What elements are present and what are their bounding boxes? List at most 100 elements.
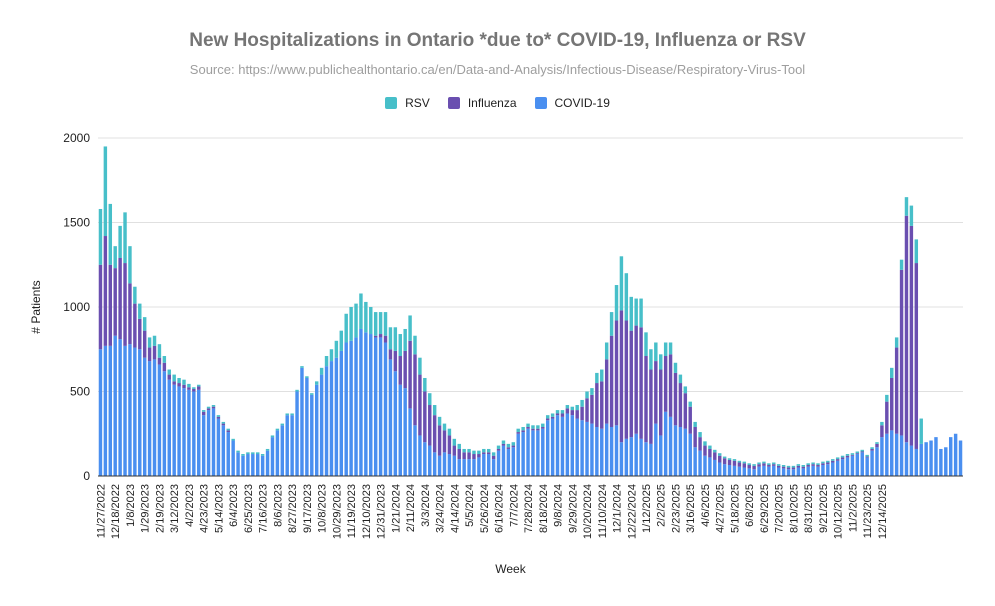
bar-segment-rsv	[654, 342, 658, 362]
bar-segment-rsv	[531, 425, 535, 429]
bar-segment-rsv	[216, 415, 221, 417]
bar-segment-covid-19	[722, 464, 727, 476]
bar-segment-covid-19	[373, 337, 378, 476]
x-tick-label: 8/10/2025	[788, 484, 800, 533]
x-tick-label: 4/6/2025	[700, 484, 712, 527]
bar-segment-rsv	[516, 428, 520, 433]
x-tick-label: 4/2/2023	[184, 484, 196, 527]
bar-segment-influenza	[457, 448, 461, 460]
bar-segment-rsv	[142, 317, 147, 331]
bar-segment-rsv	[339, 330, 343, 351]
legend-swatch-rsv	[385, 97, 398, 109]
bar-segment-rsv	[806, 463, 810, 466]
bar-segment-influenza	[133, 303, 137, 348]
bar-segment-covid-19	[211, 408, 216, 476]
bar-segment-rsv	[354, 303, 358, 338]
x-axis-ticks: 11/27/2022 12/18/2022 1/8/2023 1/29/2023 2/1…	[95, 484, 888, 539]
bar-segment-rsv	[403, 328, 407, 351]
bar-segment-covid-19	[590, 423, 594, 476]
bar-segment-covid-19	[285, 415, 289, 476]
bar-segment-influenza	[511, 445, 516, 448]
bar-segment-influenza	[786, 467, 791, 470]
bar-segment-rsv	[359, 293, 363, 329]
bar-segment-covid-19	[831, 462, 835, 476]
bar-segment-covid-19	[221, 425, 226, 476]
bar-segment-covid-19	[948, 437, 953, 476]
bar-segment-covid-19	[565, 413, 570, 476]
x-tick-label: 10/8/2023	[317, 484, 329, 533]
y-tick-label: 1000	[63, 300, 90, 314]
bar-segment-influenza	[590, 394, 594, 424]
y-axis-title: # Patients	[29, 280, 43, 333]
bar-segment-rsv	[103, 146, 108, 237]
bar-segment-influenza	[216, 416, 221, 419]
bar-segment-rsv	[462, 448, 466, 453]
legend-item-covid[interactable]: COVID-19	[534, 96, 610, 110]
bar-segment-rsv	[575, 405, 579, 411]
bar-segment-covid-19	[634, 433, 638, 476]
bar-segment-rsv	[246, 452, 250, 455]
bar-segment-influenza	[855, 453, 860, 455]
bar-segment-covid-19	[314, 384, 319, 476]
bar-segment-covid-19	[614, 425, 619, 476]
bar-segment-influenza	[491, 455, 496, 460]
bar-segment-influenza	[496, 448, 501, 451]
x-tick-label: 2/23/2025	[670, 484, 682, 533]
bar-segment-covid-19	[683, 428, 688, 476]
bar-segment-rsv	[624, 273, 629, 321]
bar-segment-rsv	[118, 225, 122, 258]
legend-label-covid: COVID-19	[554, 96, 610, 110]
bar-segment-influenza	[663, 356, 668, 412]
bar-segment-covid-19	[944, 447, 948, 476]
bar-segment-rsv	[260, 454, 265, 456]
bar-segment-influenza	[649, 369, 653, 444]
bar-segment-rsv	[811, 462, 815, 465]
bar-segment-rsv	[275, 428, 280, 431]
bar-segment-rsv	[747, 463, 751, 466]
bar-segment-rsv	[182, 379, 186, 385]
bar-segment-covid-19	[609, 426, 614, 476]
bar-segment-influenza	[713, 452, 717, 460]
x-tick-label: 2/19/2023	[154, 484, 166, 533]
bar-segment-rsv	[501, 440, 506, 444]
x-tick-label: 1/8/2023	[125, 484, 137, 527]
bar-segment-rsv	[221, 421, 226, 424]
bar-segment-rsv	[536, 425, 540, 429]
bar-segment-rsv	[673, 362, 678, 373]
bar-segment-rsv	[816, 463, 820, 466]
bar-segment-covid-19	[364, 332, 368, 476]
bar-segment-covid-19	[914, 448, 919, 476]
bar-segment-influenza	[580, 406, 584, 421]
x-tick-label: 2/2/2025	[656, 484, 668, 527]
bar-segment-rsv	[585, 391, 589, 399]
bar-segment-influenza	[752, 465, 756, 470]
bar-segment-covid-19	[506, 448, 511, 476]
x-tick-label: 8/6/2023	[272, 484, 284, 527]
bar-segment-influenza	[531, 428, 535, 431]
legend-item-rsv[interactable]: RSV	[385, 96, 430, 110]
bar-segment-covid-19	[251, 454, 255, 476]
bar-segment-influenza	[541, 426, 545, 429]
bar-segment-rsv	[482, 448, 486, 453]
bar-segment-rsv	[821, 461, 825, 464]
bar-segment-covid-19	[428, 445, 432, 476]
bar-segment-influenza	[781, 466, 786, 469]
bar-segment-covid-19	[600, 428, 604, 476]
bar-segment-influenza	[226, 430, 230, 433]
bar-segment-covid-19	[142, 357, 147, 476]
legend-item-influenza[interactable]: Influenza	[447, 96, 517, 110]
bar-segment-covid-19	[467, 459, 471, 476]
bar-segment-influenza	[373, 335, 378, 338]
bar-segment-influenza	[835, 459, 840, 461]
bar-segment-covid-19	[796, 467, 801, 476]
bar-segment-influenza	[894, 347, 899, 434]
bar-segment-covid-19	[477, 457, 481, 476]
bar-segment-influenza	[467, 452, 471, 460]
bar-segment-rsv	[752, 464, 756, 466]
bar-segment-influenza	[187, 387, 191, 390]
bar-segment-rsv	[772, 462, 776, 465]
bar-segment-influenza	[826, 462, 830, 465]
bar-segment-covid-19	[639, 438, 643, 476]
bar-segment-covid-19	[649, 443, 653, 476]
bar-segment-covid-19	[659, 435, 663, 476]
